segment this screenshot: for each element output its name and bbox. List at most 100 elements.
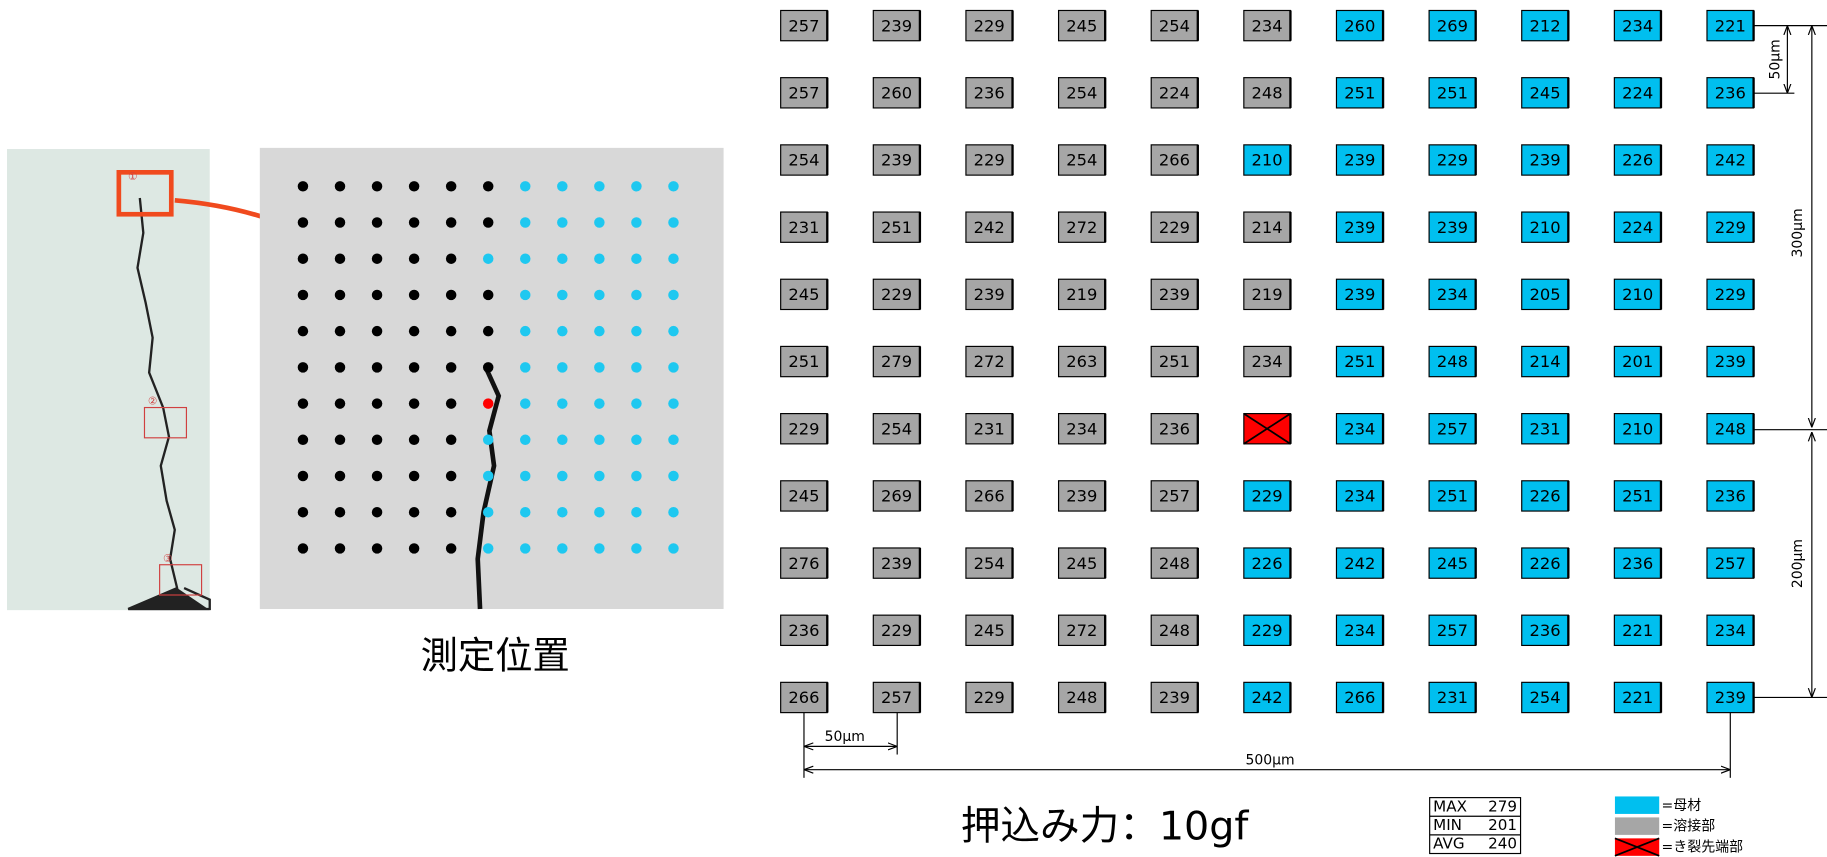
- grid-cell: 242: [1243, 681, 1292, 714]
- grid-cell: 251: [1428, 480, 1477, 512]
- cell-value: 234: [1344, 487, 1375, 506]
- indent-dot: [408, 217, 420, 228]
- grid-cell: 221: [1613, 614, 1663, 647]
- indent-dot: [334, 325, 346, 337]
- grid-cell: 229: [1150, 211, 1199, 243]
- indent-dot: [668, 181, 679, 192]
- indent-dot: [520, 506, 531, 518]
- cell-value: 210: [1252, 151, 1283, 170]
- cell-box: [1521, 681, 1569, 714]
- cell-box: [965, 413, 1014, 445]
- cell-box: [1150, 614, 1199, 647]
- grid-cell: 242: [1706, 144, 1755, 176]
- cell-box: [1428, 278, 1477, 311]
- grid-cell: 234: [1057, 413, 1107, 445]
- grid-cell: 269: [872, 480, 922, 512]
- grid-cell: 239: [872, 9, 922, 42]
- grid-cell: 229: [965, 9, 1014, 42]
- grid-cell: 248: [1706, 413, 1755, 445]
- grid-cell: 251: [1428, 77, 1477, 109]
- grid-cell: 239: [1057, 480, 1107, 512]
- indent-dot: [408, 506, 420, 518]
- cell-box: [1243, 211, 1292, 243]
- cell-value: 266: [788, 688, 819, 707]
- photo-caption: 測定位置: [421, 633, 570, 677]
- cell-box: [1706, 77, 1755, 109]
- grid-cell: 245: [780, 278, 829, 311]
- cell-box: [1613, 144, 1662, 176]
- grid-cell: 239: [1706, 681, 1755, 714]
- cell-value: 229: [881, 621, 912, 640]
- cell-box: [1521, 547, 1569, 579]
- dim-label: 50μm: [1768, 39, 1784, 79]
- grid-cell: 251: [780, 345, 829, 378]
- cell-value: 257: [788, 16, 819, 35]
- cell-value: 229: [974, 688, 1005, 707]
- cell-box: [1243, 547, 1292, 579]
- cell-value: 260: [1344, 16, 1375, 35]
- grid-cell: 266: [1150, 144, 1199, 176]
- cell-box: [1243, 614, 1292, 647]
- indent-dot: [371, 398, 383, 409]
- cross: [1614, 837, 1660, 857]
- cell-value: 239: [974, 285, 1005, 304]
- grid-cell: 212: [1521, 9, 1570, 42]
- cell-value: 248: [1715, 419, 1746, 438]
- indent-dot: [371, 181, 383, 192]
- indent-dot: [520, 398, 531, 409]
- grid-cell: 236: [1706, 480, 1755, 512]
- legend: =母材 =溶接部 =き裂先端部: [1614, 796, 1743, 857]
- indent-dot: [445, 506, 457, 518]
- grid-cell: 254: [1521, 681, 1570, 714]
- cell-box: [1335, 278, 1384, 311]
- grid-cell: 239: [1706, 345, 1755, 378]
- cell-value: 245: [788, 487, 819, 506]
- grid-cell: 245: [965, 614, 1014, 647]
- indent-dot: [371, 253, 383, 264]
- grid-cell: 251: [1150, 345, 1199, 378]
- cell-box: [1428, 547, 1477, 579]
- grid-cell: 226: [1521, 547, 1570, 579]
- cell-value: 239: [1529, 151, 1560, 170]
- indent-dot: [668, 289, 679, 301]
- grid-cell: 245: [1057, 547, 1107, 579]
- indent-dot: [520, 217, 531, 228]
- indent-dot: [668, 434, 679, 446]
- cell-box: [872, 547, 921, 579]
- indent-dot: [557, 325, 568, 337]
- stat-label: MAX: [1433, 797, 1467, 815]
- cell-box: [872, 211, 921, 243]
- indent-dot: [297, 506, 309, 518]
- indent-dot: [482, 543, 494, 554]
- grid-cell: 229: [872, 614, 922, 647]
- cell-value: 254: [1159, 16, 1190, 35]
- indent-dot: [297, 398, 309, 409]
- cell-value: 229: [1252, 487, 1283, 506]
- cell-value: 248: [1159, 621, 1190, 640]
- indent-dot: [482, 181, 494, 192]
- grid-cell: 236: [1613, 547, 1663, 579]
- grid-cell: 245: [1057, 9, 1107, 42]
- cell-value: 254: [1066, 83, 1097, 102]
- grid-cell: 257: [1150, 480, 1199, 512]
- grid-cell: 263: [1057, 345, 1107, 378]
- indent-dot: [408, 362, 420, 373]
- cell-value: 236: [1529, 621, 1560, 640]
- indent-dot: [334, 470, 346, 482]
- cell-value: 251: [1159, 352, 1190, 371]
- cell-box: [965, 480, 1014, 512]
- cell-value: 236: [788, 621, 819, 640]
- indent-dot: [297, 470, 309, 482]
- cell-box: [1706, 211, 1755, 243]
- cell-value: 229: [1715, 285, 1746, 304]
- grid-cell: 266: [965, 480, 1014, 512]
- grid-cell: 239: [1335, 144, 1385, 176]
- cell-box: [1335, 9, 1384, 42]
- cell-value: 251: [1344, 83, 1375, 102]
- grid-cell: 257: [780, 77, 829, 109]
- indent-dot: [668, 470, 679, 482]
- indent-dot: [408, 289, 420, 301]
- cell-value: 239: [1715, 352, 1746, 371]
- legend-label: =溶接部: [1662, 818, 1716, 835]
- grid-cell: 269: [1428, 9, 1477, 42]
